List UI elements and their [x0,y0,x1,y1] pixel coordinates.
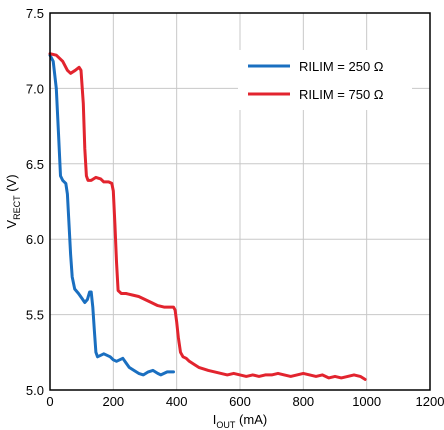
x-tick-labels: 0 200 400 600 800 1000 1200 [46,394,444,409]
x-tick-label: 1000 [352,394,381,409]
y-tick-label: 7.0 [26,81,44,96]
y-tick-label: 7.5 [26,6,44,21]
x-axis-label-main: I [213,412,217,427]
y-tick-label: 6.5 [26,157,44,172]
legend-label-rilim-250: RILIM = 250 Ω [299,59,384,74]
legend-label-rilim-750: RILIM = 750 Ω [299,87,384,102]
y-tick-label: 5.5 [26,308,44,323]
x-tick-label: 200 [102,394,124,409]
x-tick-label: 1200 [416,394,444,409]
y-axis-label-main: V [4,220,19,229]
x-axis-label-sub: OUT [216,420,236,430]
y-axis-label-sub: RECT [12,195,22,220]
x-tick-label: 800 [292,394,314,409]
legend-background [238,50,412,110]
series-line-1 [48,52,367,381]
x-axis-label-unit: (mA) [235,412,267,427]
plot-frame [49,12,431,391]
y-tick-labels: 5.0 5.5 6.0 6.5 7.0 7.5 [26,6,44,398]
x-tick-label: 0 [46,394,53,409]
x-axis-label: IOUT (mA) [213,412,267,430]
y-axis-label: VRECT (V) [4,174,22,228]
x-tick-label: 600 [229,394,251,409]
series-line-0 [48,53,175,377]
x-tick-label: 400 [166,394,188,409]
legend: RILIM = 250 Ω RILIM = 750 Ω [238,50,412,110]
series-lines [48,52,367,381]
y-tick-label: 5.0 [26,383,44,398]
y-axis-label-unit: (V) [4,174,19,195]
y-tick-label: 6.0 [26,232,44,247]
